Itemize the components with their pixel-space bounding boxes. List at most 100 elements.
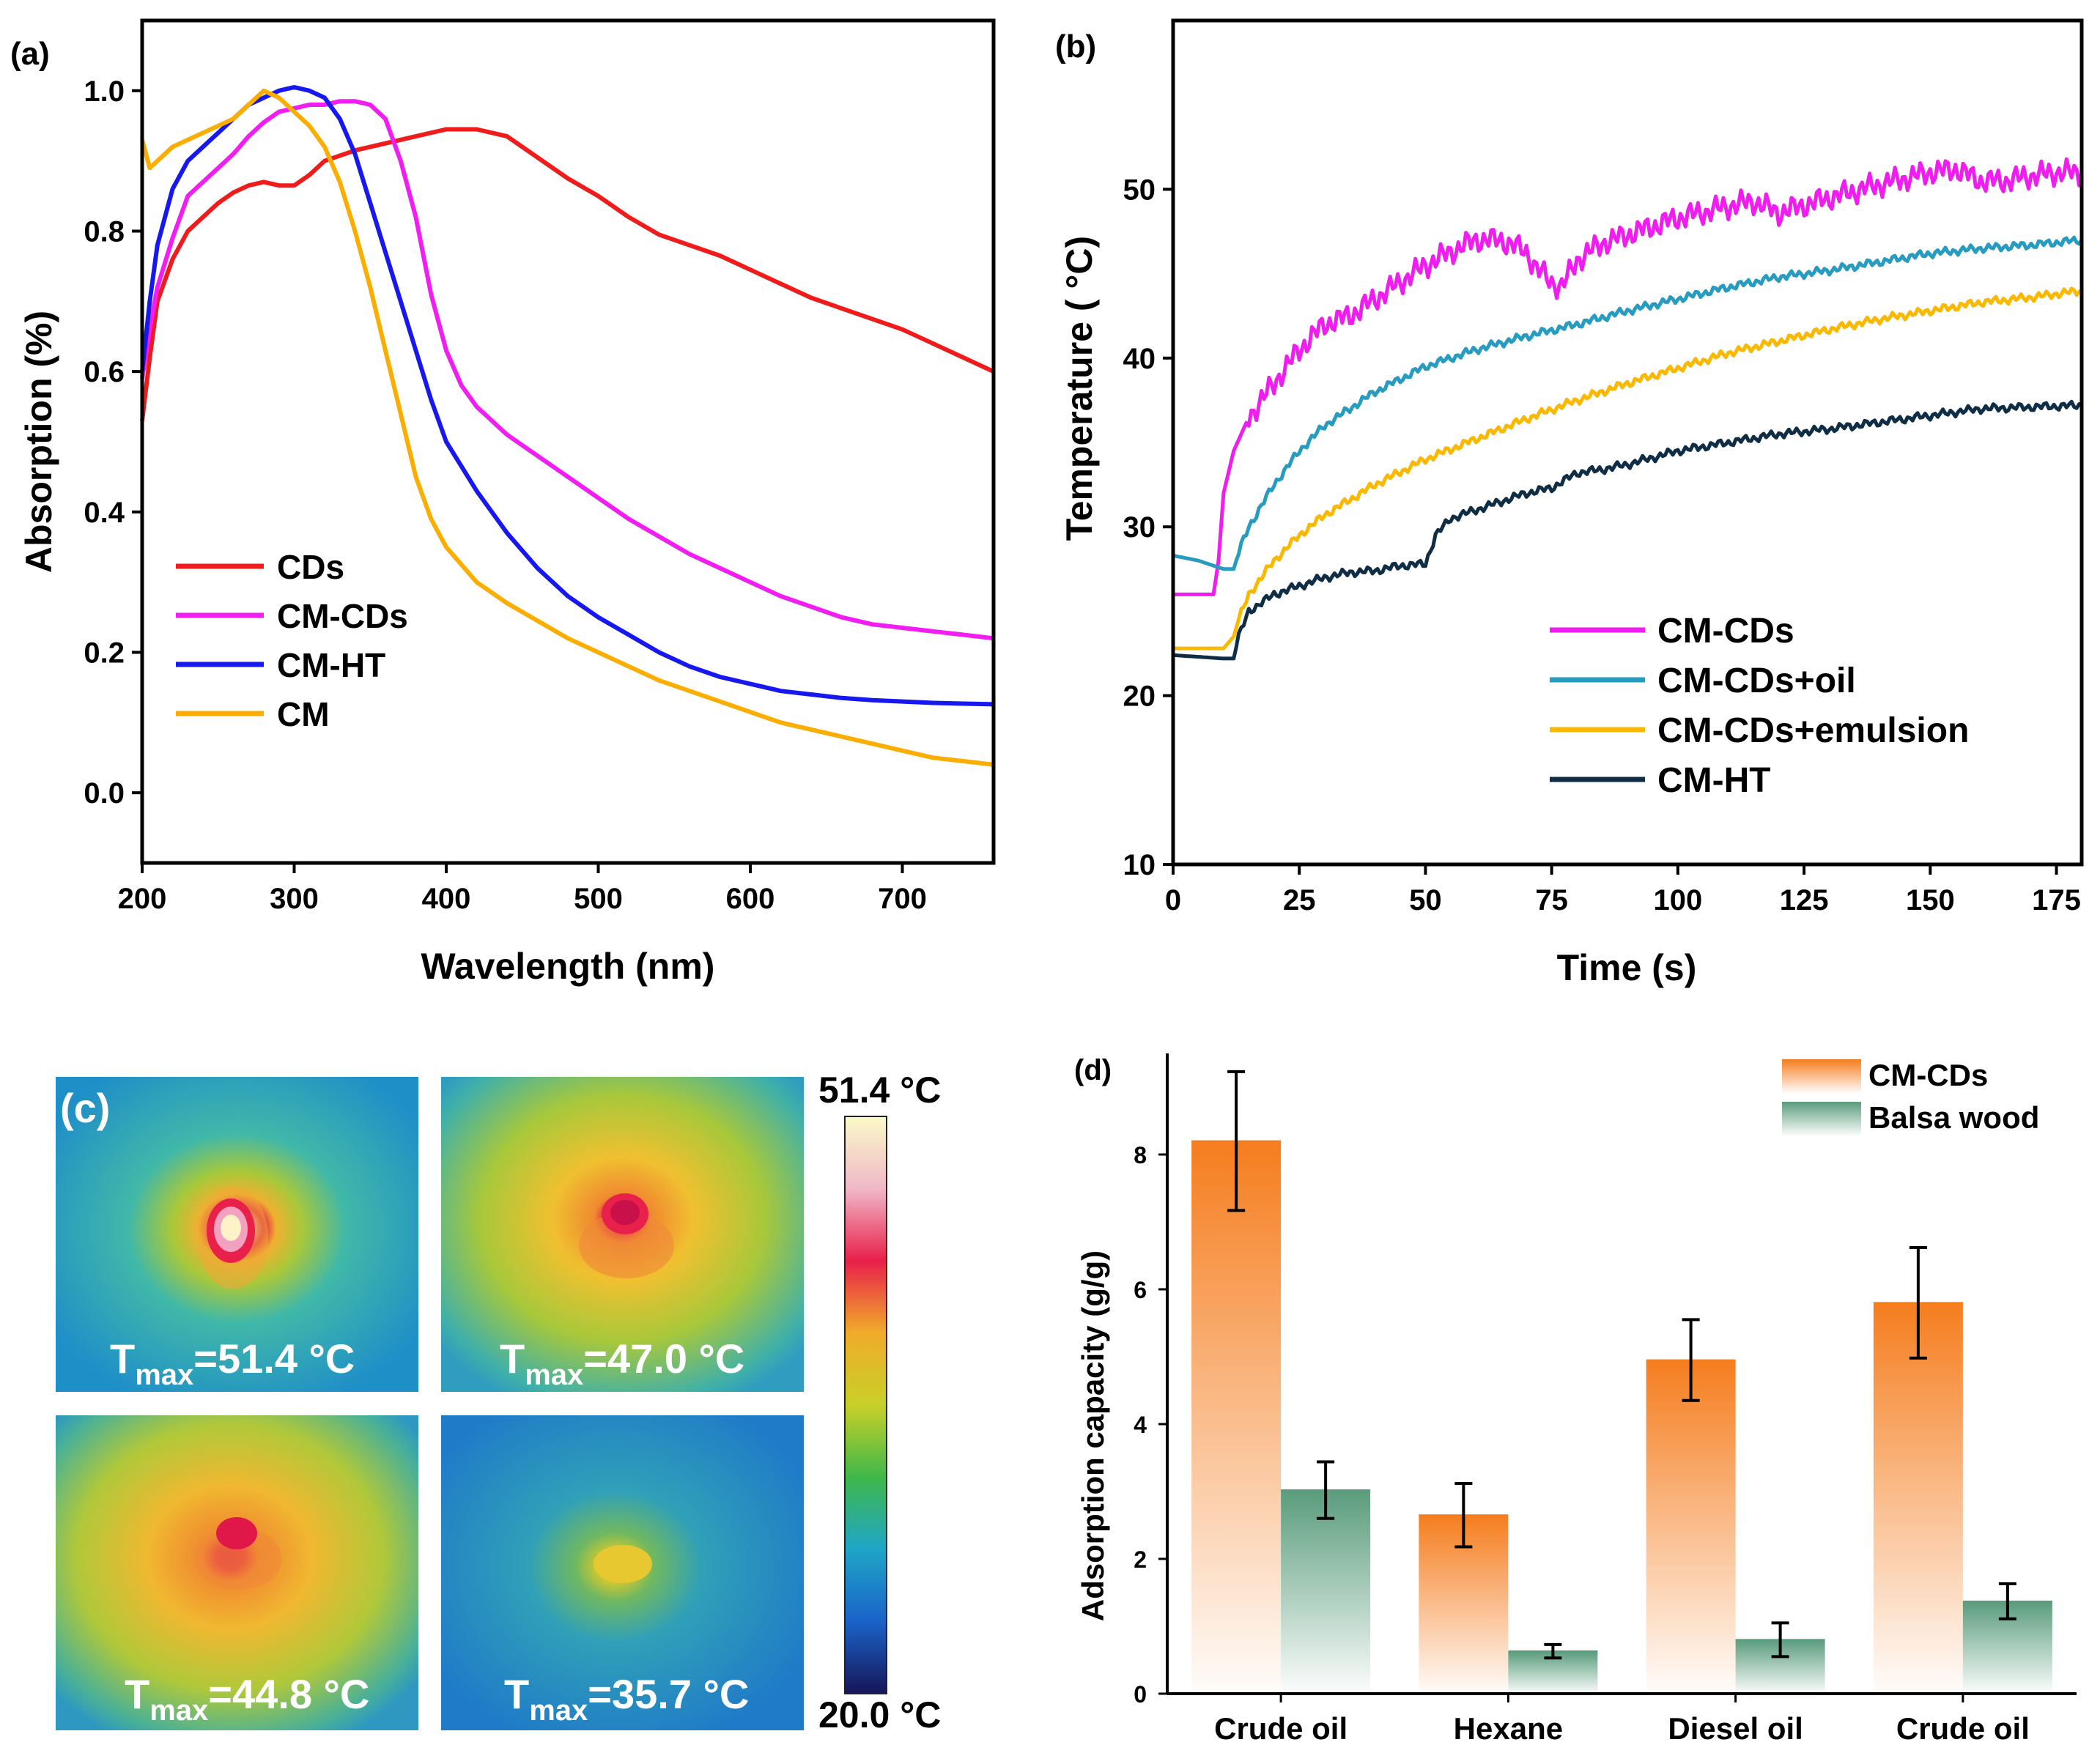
thermal-image-4: Tmax=35.7 °C	[441, 1415, 804, 1730]
panel-b-series-cm-cds-plus-oil	[1172, 235, 2084, 571]
thermal-4-tmax-value: =35.7 °C	[588, 1671, 749, 1717]
svg-text:Tmax=51.4 °C: Tmax=51.4 °C	[110, 1335, 355, 1391]
panel-a-y-tick-label: 0.4	[84, 497, 125, 529]
panel-b-legend-label: CM-HT	[1657, 761, 1771, 800]
panel-c-label: (c)	[60, 1085, 110, 1131]
panel-b-x-tick-label: 100	[1654, 884, 1703, 916]
panel-a-y-tick-label: 0.0	[84, 777, 125, 809]
thermal-2-tmax-t: T	[500, 1335, 525, 1382]
panel-a-x-tick-label: 500	[574, 883, 623, 915]
panel-b-legend-label: CM-CDs+oil	[1657, 662, 1856, 700]
panel-b-x-tick-label: 50	[1409, 884, 1442, 916]
panel-b-legend-label: CM-CDs+emulsion	[1657, 711, 1969, 750]
panel-a-legend-label: CDs	[277, 548, 344, 586]
panel-a-legend-label: CM-HT	[277, 646, 385, 684]
panel-a-x-tick-label: 600	[726, 883, 775, 915]
thermal-3-tmax-value: =44.8 °C	[208, 1671, 369, 1717]
thermal-2-tmax-sub: max	[525, 1359, 583, 1391]
panel-b-legend-label: CM-CDs	[1657, 612, 1794, 651]
panel-a-series-cm	[140, 88, 994, 767]
panel-d-y-axis-title: Adsorption capacity (g/g)	[1076, 1250, 1110, 1621]
panel-a-series-cm-cds	[140, 99, 994, 641]
panel-b-y-tick-label: 20	[1123, 681, 1156, 713]
panel-a-x-tick-label: 200	[118, 883, 167, 915]
panel-d-category-label: Crude oil	[1896, 1711, 2030, 1746]
panel-b-y-tick-label: 50	[1123, 174, 1156, 206]
panel-d-bar-cm-cds	[1191, 1141, 1282, 1694]
panel-b-x-tick-label: 0	[1165, 884, 1181, 916]
colorbar-min-label: 20.0 °C	[818, 1694, 941, 1735]
thermal-3-tmax-t: T	[125, 1671, 149, 1717]
thermal-1-tmax-value: =51.4 °C	[193, 1335, 355, 1382]
thermal-1-tmax-sub: max	[135, 1359, 193, 1391]
colorbar-max-label: 51.4 °C	[818, 1070, 941, 1111]
thermal-image-2: Tmax=47.0 °C	[441, 1077, 804, 1392]
panel-a-y-axis-title: Absorption (%)	[18, 311, 59, 573]
panel-d-y-tick-label: 4	[1134, 1412, 1147, 1438]
panel-d-y-tick-label: 8	[1134, 1142, 1147, 1168]
panel-d-legend-label: Balsa wood	[1868, 1100, 2039, 1135]
panel-b-x-tick-label: 150	[1906, 884, 1955, 916]
panel-d-bar-cm-cds	[1646, 1360, 1736, 1694]
panel-d-category-label: Crude oil	[1214, 1711, 1347, 1746]
panel-d-category-label: Hexane	[1454, 1711, 1563, 1746]
panel-a-x-tick-label: 700	[878, 883, 927, 915]
panel-d-category-label: Diesel oil	[1668, 1711, 1803, 1746]
panel-a-series-cm-ht	[140, 85, 994, 707]
panel-d-bar-cm-cds	[1873, 1302, 1963, 1694]
panel-d-y-tick-label: 0	[1134, 1681, 1147, 1708]
panel-b-legend: CM-CDs CM-CDs+oil CM-CDs+emulsion CM-HT	[1550, 612, 1969, 800]
panel-b-y-axis-title: Temperature ( °C)	[1059, 236, 1100, 541]
panel-b-plot-frame	[1171, 18, 2084, 867]
thermal-2-tmax-value: =47.0 °C	[583, 1335, 744, 1382]
panel-a-y-tick-label: 1.0	[84, 75, 125, 108]
svg-text:Tmax=47.0 °C: Tmax=47.0 °C	[500, 1335, 744, 1391]
panel-b-temperature-chart: (b) 0 25 50 75 100 125 150 175 10 20 30 40 50 Time (…	[1055, 18, 2084, 988]
svg-text:Tmax=35.7 °C: Tmax=35.7 °C	[504, 1671, 749, 1727]
panel-b-series-cm-cds-plus-emulsion	[1173, 286, 2083, 651]
panel-b-x-axis-title: Time (s)	[1557, 947, 1697, 988]
panel-d-adsorption-chart: (d) 0 2 4 6 8 Crude oil Hexane Diesel oil Crude …	[1074, 1053, 2077, 1746]
panel-b-x-tick-label: 175	[2032, 884, 2081, 916]
panel-b-series-cm-cds	[1173, 157, 2084, 596]
panel-a-x-tick-label: 400	[422, 883, 471, 915]
panel-a-x-axis-title: Wavelength (nm)	[421, 946, 715, 987]
panel-b-y-tick-label: 30	[1123, 511, 1156, 544]
panel-a-plot-frame	[140, 18, 996, 865]
panel-a-y-tick-label: 0.2	[84, 637, 125, 670]
panel-b-y-tick-label: 10	[1123, 849, 1156, 881]
panel-b-x-tick-label: 25	[1283, 884, 1316, 916]
thermal-3-tmax-sub: max	[149, 1694, 208, 1727]
panel-a-label: (a)	[10, 36, 50, 72]
panel-d-label: (d)	[1074, 1054, 1112, 1086]
panel-c-thermal-images: Tmax=51.4 °C Tmax=47.0 °C Tmax=44.8 °C T…	[56, 1070, 941, 1735]
panel-b-series-cm-ht	[1172, 399, 2083, 661]
colorbar	[844, 1116, 887, 1694]
panel-b-x-tick-label: 125	[1780, 884, 1829, 916]
panel-d-legend: CM-CDs Balsa wood	[1782, 1058, 2039, 1135]
svg-text:Tmax=44.8 °C: Tmax=44.8 °C	[125, 1671, 369, 1727]
panel-a-legend: CDs CM-CDs CM-HT CM	[176, 548, 408, 733]
thermal-image-3: Tmax=44.8 °C	[56, 1415, 418, 1730]
panel-a-y-tick-label: 0.6	[84, 356, 125, 388]
panel-d-bar-balsa-wood	[1281, 1490, 1371, 1694]
thermal-1-tmax-t: T	[110, 1335, 135, 1382]
panel-d-legend-label: CM-CDs	[1868, 1058, 1988, 1092]
panel-a-x-tick-label: 300	[270, 883, 319, 915]
panel-b-y-tick-label: 40	[1123, 343, 1156, 375]
panel-a-legend-label: CM-CDs	[277, 597, 408, 635]
panel-d-legend-swatch-cm-cds	[1782, 1059, 1861, 1093]
panel-b-label: (b)	[1055, 29, 1096, 64]
panel-d-legend-swatch-balsa-wood	[1782, 1102, 1861, 1135]
thermal-image-1: Tmax=51.4 °C	[56, 1077, 418, 1392]
panel-d-y-tick-label: 2	[1134, 1546, 1147, 1573]
panel-a-legend-label: CM	[277, 695, 330, 733]
panel-a-y-tick-label: 0.8	[84, 216, 125, 248]
panel-a-absorption-chart: (a) 200 300 400 500 600 700 0.0 0.2 0.4 0.6 0.8 1.0…	[10, 18, 996, 987]
panel-d-y-tick-label: 6	[1134, 1277, 1147, 1303]
panel-b-x-tick-label: 75	[1535, 884, 1568, 916]
thermal-4-tmax-t: T	[504, 1671, 529, 1717]
panel-a-series-cds	[140, 127, 995, 421]
thermal-4-tmax-sub: max	[529, 1694, 588, 1727]
